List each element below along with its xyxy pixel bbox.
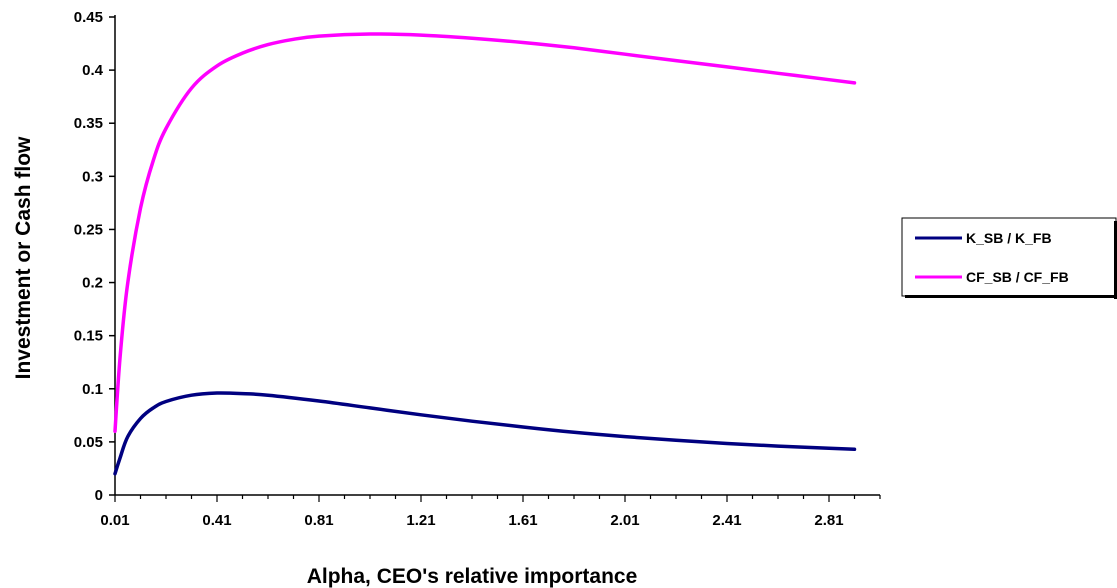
y-axis-ticks: 0 0.05 0.1 0.15 0.2 0.25 0.3 0.35 0.4 0.45 xyxy=(74,9,115,504)
y-tick-label: 0.15 xyxy=(74,328,103,345)
x-tick-label: 2.41 xyxy=(712,512,741,529)
x-tick-label: 0.41 xyxy=(202,512,231,529)
x-axis-title: Alpha, CEO's relative importance xyxy=(307,565,638,588)
y-tick-label: 0.1 xyxy=(82,381,103,398)
y-tick-label: 0.05 xyxy=(74,434,103,451)
series-line-k-sb-k-fb xyxy=(113,391,857,476)
legend-label-cf-sb-cf-fb: CF_SB / CF_FB xyxy=(966,269,1069,285)
x-tick-label: 2.81 xyxy=(814,512,843,529)
y-tick-label: 0.35 xyxy=(74,115,103,132)
y-tick-label: 0.2 xyxy=(82,275,103,292)
y-tick-label: 0 xyxy=(95,487,103,504)
legend-box-shadow-bottom xyxy=(905,295,1117,298)
legend-box-shadow-right xyxy=(1114,221,1117,299)
series-layer xyxy=(113,32,857,476)
x-tick-label: 0.01 xyxy=(100,512,129,529)
legend: K_SB / K_FB CF_SB / CF_FB xyxy=(901,217,1117,299)
y-axis-title: Investment or Cash flow xyxy=(12,136,35,379)
series-line-cf-sb-cf-fb xyxy=(113,32,857,434)
x-tick-label: 2.01 xyxy=(610,512,639,529)
x-tick-label: 1.61 xyxy=(508,512,537,529)
legend-label-k-sb-k-fb: K_SB / K_FB xyxy=(966,230,1052,246)
x-tick-label: 1.21 xyxy=(406,512,435,529)
x-tick-label: 0.81 xyxy=(304,512,333,529)
x-axis-ticks: 0.01 0.41 0.81 1.21 1.61 2.01 2.41 2.81 xyxy=(100,495,881,529)
y-tick-label: 0.3 xyxy=(82,168,103,185)
legend-box xyxy=(901,217,1117,297)
y-tick-label: 0.45 xyxy=(74,9,103,26)
y-tick-label: 0.4 xyxy=(82,62,104,79)
y-tick-label: 0.25 xyxy=(74,221,103,238)
